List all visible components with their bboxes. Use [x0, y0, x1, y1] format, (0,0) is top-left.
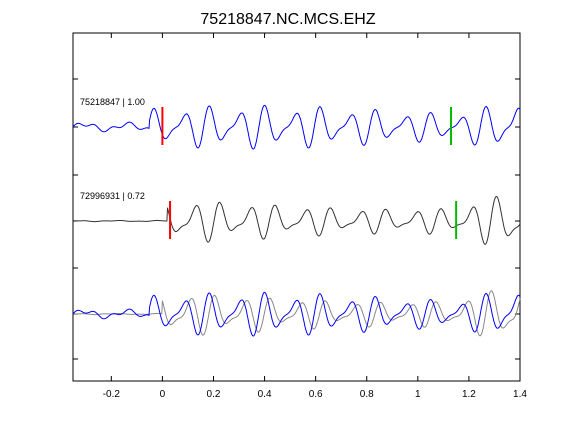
x-tick-label: 1.4 — [513, 389, 527, 400]
x-tick-label: 1 — [415, 389, 421, 400]
plot-frame — [72, 32, 521, 382]
trace-label: 72996931 | 0.72 — [80, 191, 145, 201]
x-tick-label: 1.2 — [462, 389, 476, 400]
overlay-detection-line — [72, 291, 521, 337]
trace-line — [72, 104, 521, 150]
x-axis: -0.2 0 0.2 0.4 0.6 0.8 1 1.2 1.4 — [103, 33, 527, 400]
trace-label: 75218847 | 1.00 — [80, 97, 145, 107]
x-tick-label: 0.6 — [309, 389, 323, 400]
x-tick-label: 0.2 — [207, 389, 221, 400]
overlay-traces — [72, 290, 521, 337]
x-tick-label: 0.4 — [258, 389, 272, 400]
trace-line — [73, 195, 521, 245]
overlay-template-line — [73, 290, 521, 337]
traces: 75218847 | 1.00 72996931 | 0.72 — [72, 97, 521, 337]
chart-title: 75218847.NC.MCS.EHZ — [200, 11, 375, 28]
x-tick-label: -0.2 — [103, 389, 121, 400]
x-tick-label: 0 — [160, 389, 166, 400]
trace-1: 75218847 | 1.00 — [72, 97, 521, 150]
x-tick-label: 0.8 — [360, 389, 374, 400]
y-ticks — [73, 78, 520, 360]
trace-2: 72996931 | 0.72 — [73, 191, 521, 245]
